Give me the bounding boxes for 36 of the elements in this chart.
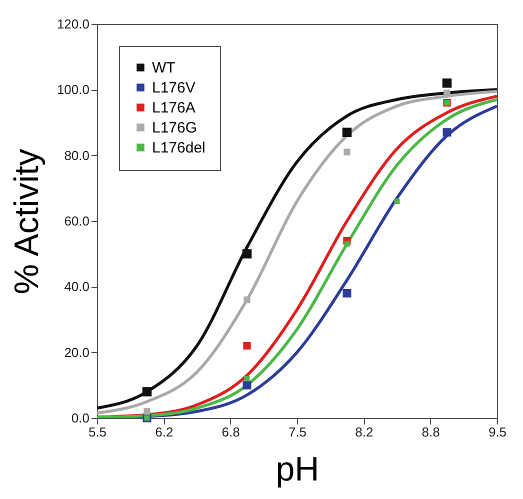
point bbox=[244, 296, 250, 304]
point bbox=[442, 128, 452, 137]
y-tick-label: 80.0 bbox=[64, 148, 90, 163]
x-tick-label: 6.8 bbox=[222, 424, 240, 440]
x-tick-label: 7.5 bbox=[288, 424, 307, 440]
y-tick-label: 0.0 bbox=[71, 410, 90, 426]
legend-label: L176V bbox=[152, 80, 196, 96]
point bbox=[144, 408, 150, 415]
point bbox=[444, 90, 450, 96]
point bbox=[344, 148, 350, 156]
point bbox=[242, 380, 252, 390]
legend-label: L176A bbox=[152, 100, 196, 116]
y-tick-label: 40.0 bbox=[64, 279, 90, 294]
x-tick-label: 5.5 bbox=[88, 424, 107, 440]
point bbox=[342, 128, 352, 137]
point bbox=[442, 78, 452, 88]
y-tick-label: 60.0 bbox=[64, 214, 90, 228]
legend-label: L176G bbox=[152, 120, 198, 136]
x-tick-label: 8.8 bbox=[422, 424, 440, 440]
y-tick-label: 120.0 bbox=[56, 16, 90, 32]
legend-label: WT bbox=[152, 60, 176, 76]
point bbox=[242, 249, 252, 258]
y-tick-label: 100.0 bbox=[56, 82, 90, 98]
point bbox=[342, 288, 352, 298]
point bbox=[394, 198, 400, 204]
x-tick-label: 6.2 bbox=[155, 424, 174, 440]
x-axis-title: pH bbox=[276, 450, 320, 488]
point bbox=[243, 342, 251, 350]
point bbox=[344, 241, 350, 247]
legend-label: L176del bbox=[152, 140, 206, 156]
x-tick-label: 8.2 bbox=[355, 424, 374, 440]
point bbox=[142, 387, 152, 396]
x-tick-label: 9.5 bbox=[488, 424, 507, 440]
point bbox=[244, 376, 250, 382]
y-tick-label: 20.0 bbox=[64, 344, 90, 360]
y-axis-title: % Activity bbox=[8, 148, 46, 294]
